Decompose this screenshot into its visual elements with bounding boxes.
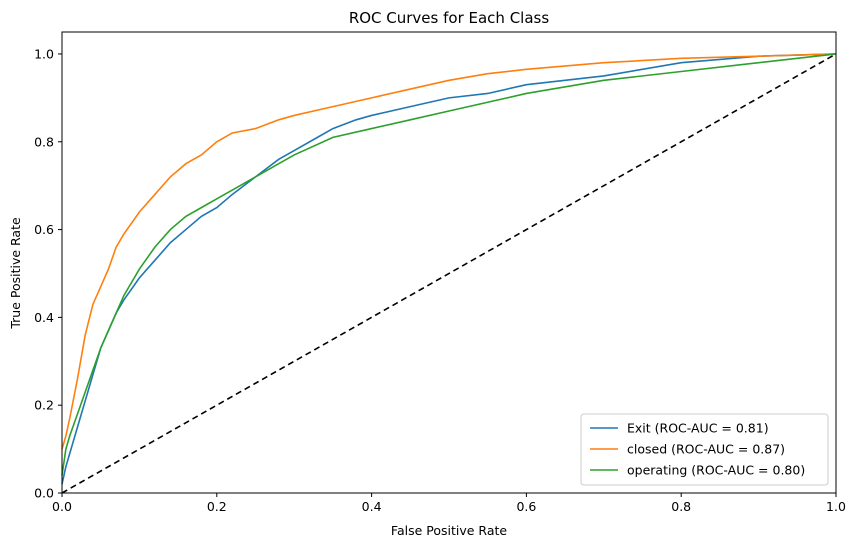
y-tick-label: 0.6 xyxy=(34,222,54,237)
y-tick-label: 1.0 xyxy=(34,46,54,61)
x-axis-label: False Positive Rate xyxy=(391,523,507,538)
series-line-1 xyxy=(61,53,837,450)
y-axis-label: True Positive Rate xyxy=(8,217,23,330)
legend-entry: operating (ROC-AUC = 0.80) xyxy=(627,463,805,478)
axes: 0.0 0.2 0.4 0.6 0.8 1.0 0.0 0.2 0.4 0.6 0.8 1.0 xyxy=(34,31,846,514)
x-tick-label: 0.8 xyxy=(671,499,691,514)
legend-entry: closed (ROC-AUC = 0.87) xyxy=(627,442,785,457)
plot-area xyxy=(61,53,837,494)
series-line-0 xyxy=(61,53,837,485)
x-tick-label: 0.2 xyxy=(207,499,227,514)
x-tick-label: 0.4 xyxy=(362,499,382,514)
y-tick-label: 0.8 xyxy=(34,134,54,149)
legend-box xyxy=(580,413,829,486)
axes-frame xyxy=(61,31,837,494)
x-tick-label: 0.6 xyxy=(516,499,536,514)
x-tick-label: 1.0 xyxy=(826,499,846,514)
y-tick-label: 0.4 xyxy=(34,310,54,325)
chart-title: ROC Curves for Each Class xyxy=(349,9,550,27)
series-line-2 xyxy=(61,53,837,476)
x-tick-label: 0.0 xyxy=(52,499,72,514)
y-tick-label: 0.0 xyxy=(34,486,54,501)
legend: Exit (ROC-AUC = 0.81) closed (ROC-AUC = 0… xyxy=(580,413,829,486)
chance-diagonal-line xyxy=(61,53,837,494)
legend-entry: Exit (ROC-AUC = 0.81) xyxy=(627,421,769,436)
y-tick-label: 0.2 xyxy=(34,398,54,413)
